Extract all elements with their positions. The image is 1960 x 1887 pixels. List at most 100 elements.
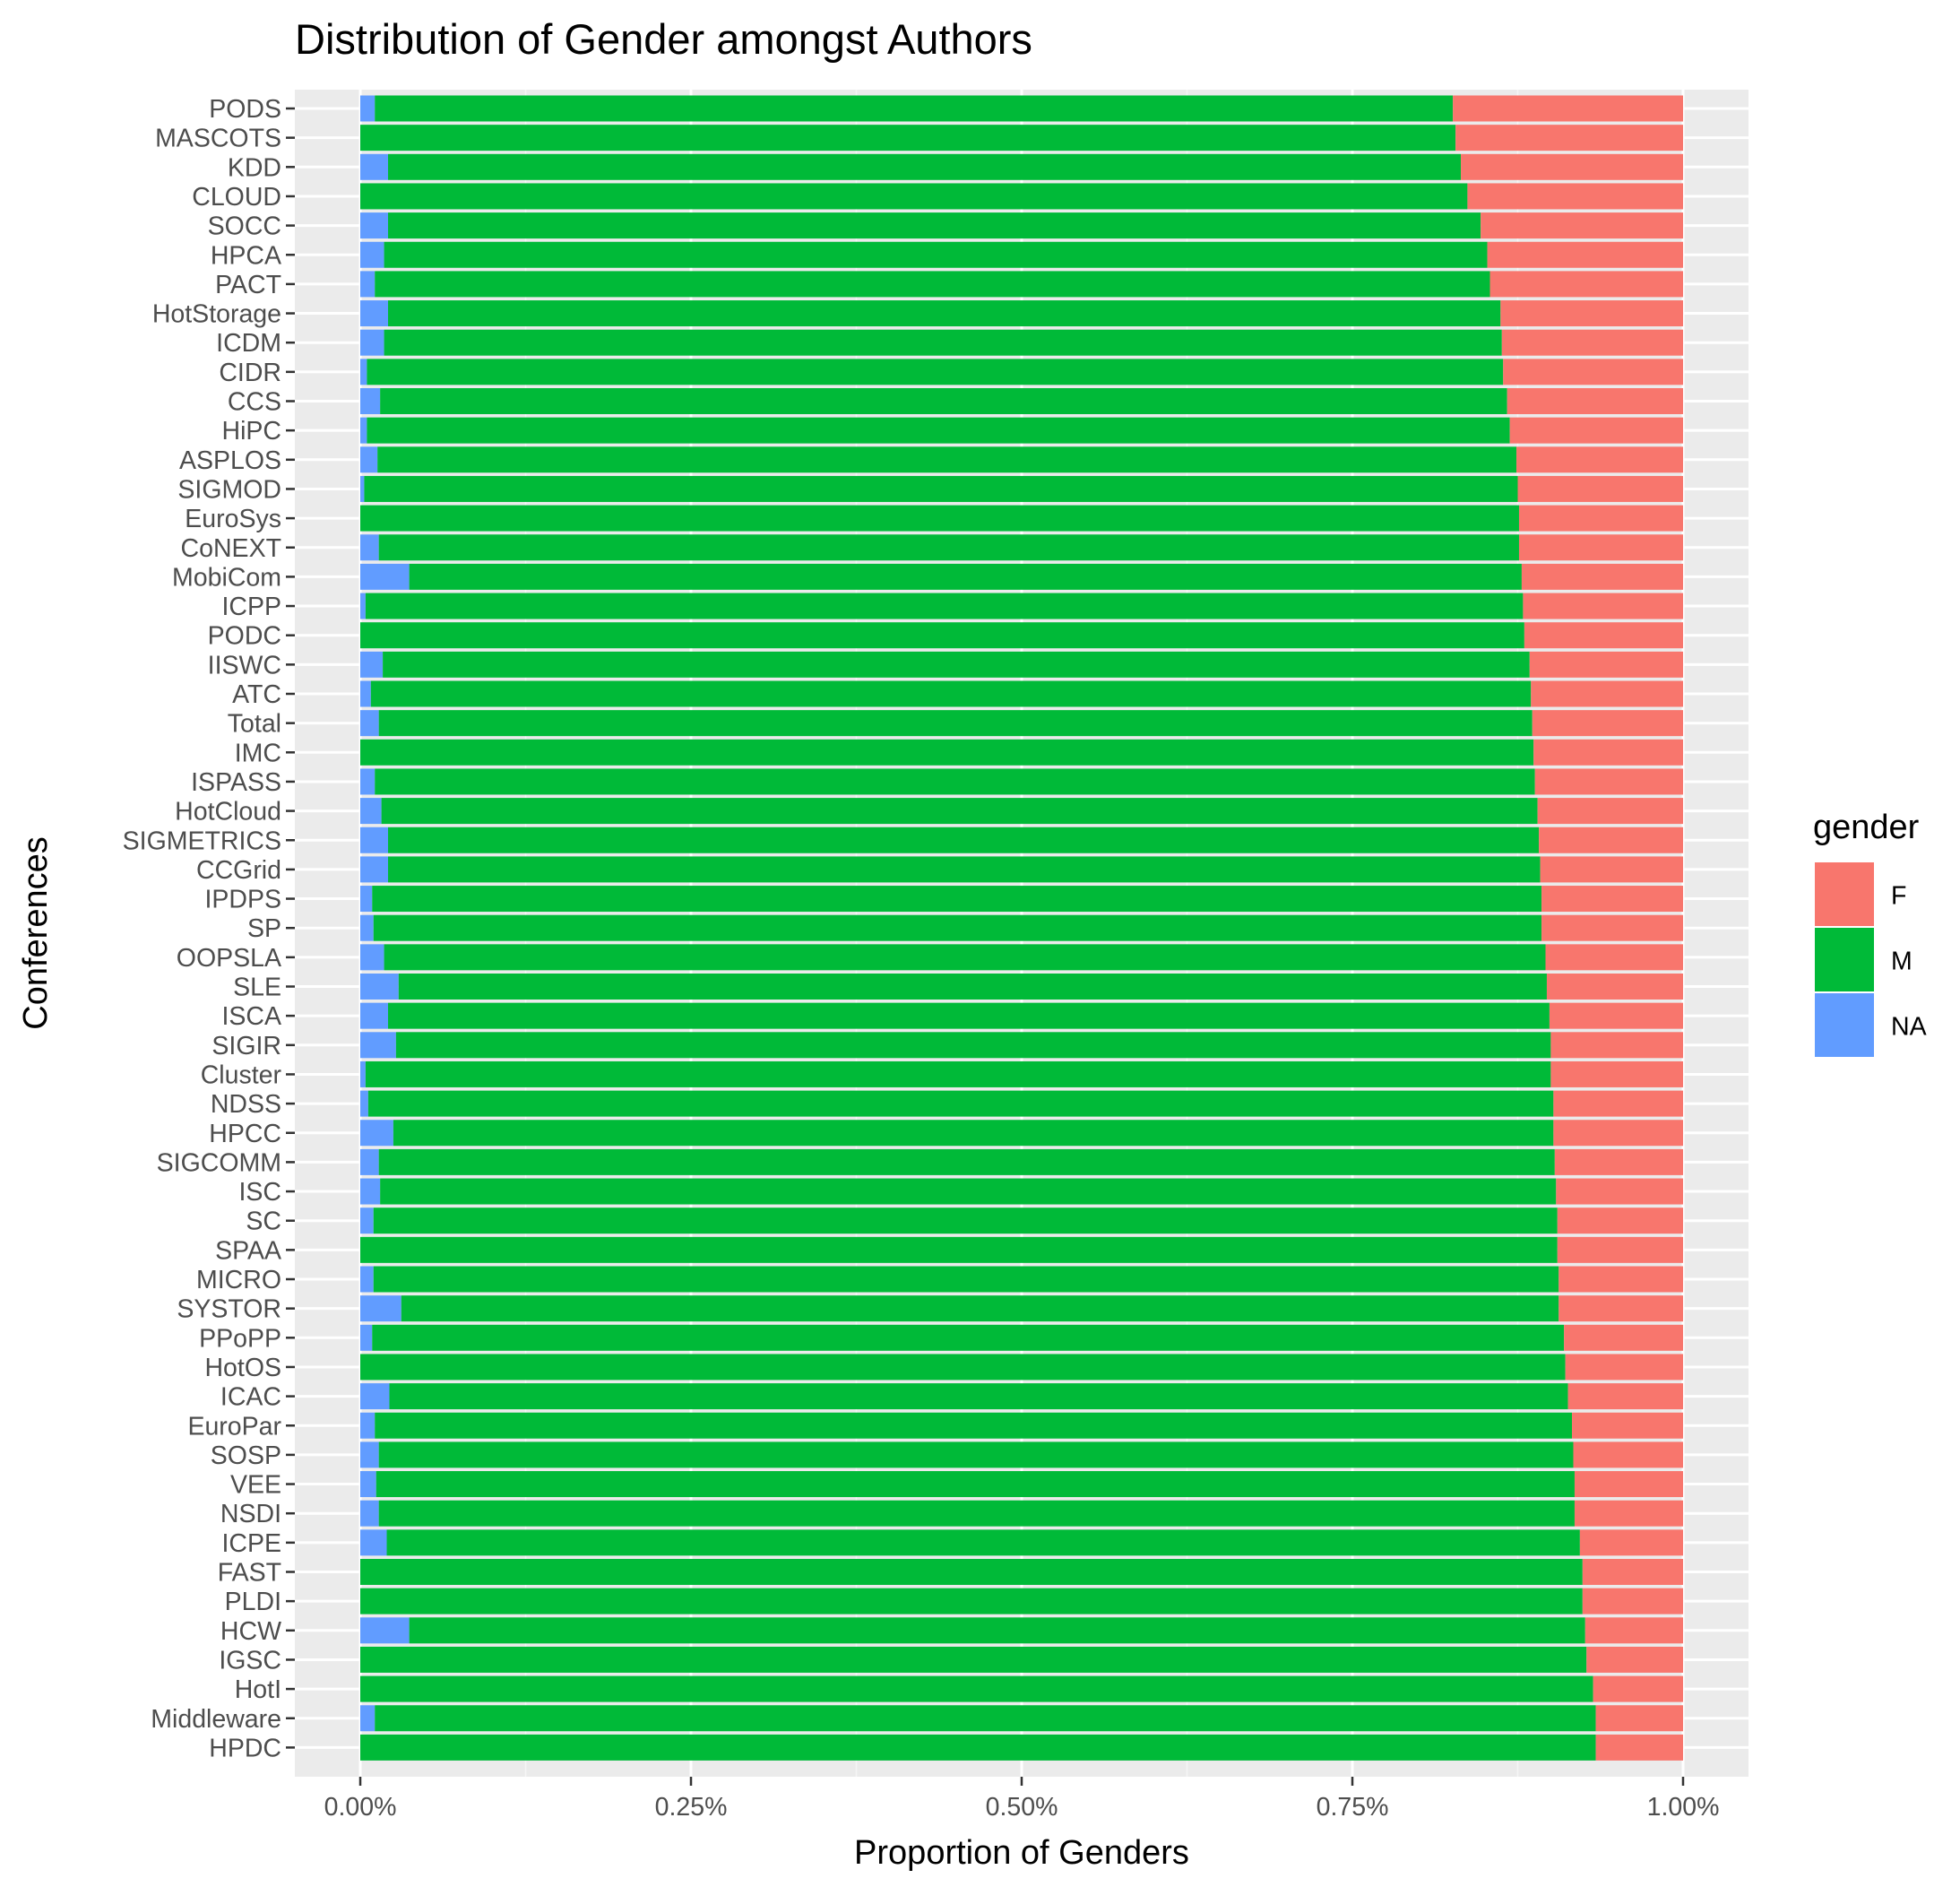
bar-segment-f [1532, 710, 1683, 737]
bar-segment-f [1507, 388, 1683, 414]
y-tick-label: SYSTOR [177, 1295, 281, 1324]
bar-segment-m [389, 1383, 1568, 1410]
bar-segment-m [360, 1354, 1566, 1381]
bar-segment-f [1546, 974, 1683, 1000]
bar-segment-f [1539, 827, 1683, 853]
bar-segment-m [375, 1412, 1573, 1439]
y-tick-label: SIGCOMM [157, 1148, 281, 1177]
y-tick-label: CCGrid [196, 856, 281, 885]
bar-segment-m [387, 827, 1540, 853]
legend-title: gender [1813, 809, 1920, 846]
bar-segment-f [1541, 886, 1683, 913]
y-tick-label: MICRO [196, 1266, 281, 1294]
bar-segment-na [360, 1383, 390, 1410]
bar-segment-f [1518, 505, 1683, 532]
y-tick-label: IPDPS [204, 886, 281, 914]
bar-segment-f [1593, 1675, 1683, 1702]
bar-segment-na [360, 359, 367, 385]
y-tick-label: IISWC [208, 651, 281, 679]
bar-segment-m [360, 622, 1524, 649]
bar-segment-na [360, 1120, 393, 1147]
legend-key-m [1815, 928, 1874, 991]
y-tick-label: CCS [228, 388, 281, 417]
y-tick-label: CLOUD [192, 183, 281, 212]
bar-segment-na [360, 1002, 388, 1029]
legend: gender F M NA [1813, 809, 1927, 1057]
bar-segment-f [1467, 183, 1683, 210]
y-tick-label: EuroSys [185, 505, 281, 533]
legend-key-f [1815, 862, 1874, 926]
bar-segment-m [360, 739, 1534, 766]
bar-segment-na [360, 563, 410, 590]
y-tick-label: SPAA [215, 1236, 281, 1265]
bar-segment-f [1481, 212, 1683, 239]
bar-segment-f [1559, 1295, 1683, 1322]
bar-segment-na [360, 388, 381, 414]
bar-segment-na [360, 417, 367, 444]
y-tick-label: PACT [215, 271, 281, 299]
bar-segment-f [1574, 1471, 1683, 1498]
bar-segment-na [360, 768, 376, 795]
bar-segment-m [360, 1559, 1583, 1585]
bar-segment-f [1521, 563, 1683, 590]
bar-segment-f [1509, 417, 1683, 444]
bar-segment-f [1524, 622, 1683, 649]
bar-segment-f [1537, 798, 1683, 825]
bar-segment-f [1540, 856, 1683, 883]
y-tick-label: SLE [233, 974, 281, 1002]
bar-segment-na [360, 1617, 410, 1644]
bar-segment-na [360, 1324, 373, 1351]
bar-segment-f [1531, 680, 1683, 707]
bar-segment-f [1533, 739, 1683, 766]
bar-segment-m [372, 1324, 1565, 1351]
bar-segment-f [1556, 1178, 1683, 1205]
bar-segment-na [360, 974, 399, 1000]
bar-segment-m [367, 417, 1510, 444]
bar-segment-f [1586, 1646, 1683, 1673]
bar-segment-f [1529, 651, 1683, 678]
y-tick-label: Total [228, 710, 281, 739]
y-tick-label: ISPASS [191, 768, 281, 797]
bar-segment-na [360, 300, 388, 327]
legend-label: F [1891, 882, 1906, 911]
y-tick-label: PODS [209, 95, 281, 124]
x-tick-label: 1.00% [1647, 1793, 1720, 1822]
bar-segment-na [360, 944, 384, 971]
bar-segment-m [387, 1002, 1550, 1029]
bar-segment-m [378, 534, 1519, 561]
bar-segment-m [370, 680, 1532, 707]
bar-segment-f [1489, 271, 1683, 298]
bar-segment-f [1582, 1588, 1683, 1614]
y-tick-label: HPCC [209, 1120, 281, 1148]
bar-segment-f [1516, 446, 1683, 473]
bar-segment-f [1550, 1060, 1683, 1087]
y-tick-label: OOPSLA [177, 944, 281, 973]
bar-segment-f [1565, 1354, 1683, 1381]
bar-segment-na [360, 1208, 374, 1234]
y-tick-label: MobiCom [172, 563, 281, 592]
y-tick-label: Cluster [201, 1060, 282, 1089]
y-tick-label: HiPC [221, 417, 281, 446]
y-tick-label: HotCloud [175, 798, 281, 827]
x-tick-label: 0.25% [655, 1793, 728, 1822]
bar-segment-f [1517, 475, 1683, 502]
bar-segment-m [360, 505, 1519, 532]
y-tick-label: IMC [235, 739, 281, 767]
y-axis-title: Conferences [17, 836, 55, 1029]
bar-segment-f [1455, 125, 1683, 151]
y-tick-label: HPDC [209, 1734, 281, 1762]
bar-segment-na [360, 1500, 379, 1527]
bar-segment-m [387, 153, 1462, 180]
bar-segment-f [1501, 329, 1683, 356]
bar-segment-na [360, 1060, 366, 1087]
x-axis: 0.00% 0.25% 0.50% 0.75% 1.00% [324, 1777, 1720, 1822]
bar-segment-f [1549, 1002, 1683, 1029]
bar-segment-f [1595, 1734, 1683, 1761]
bar-segment-f [1500, 300, 1683, 327]
bar-segment-m [409, 1617, 1585, 1644]
bar-segment-m [384, 241, 1488, 268]
bar-segment-f [1523, 593, 1683, 619]
bar-segment-m [395, 1032, 1551, 1059]
x-tick-label: 0.50% [986, 1793, 1058, 1822]
